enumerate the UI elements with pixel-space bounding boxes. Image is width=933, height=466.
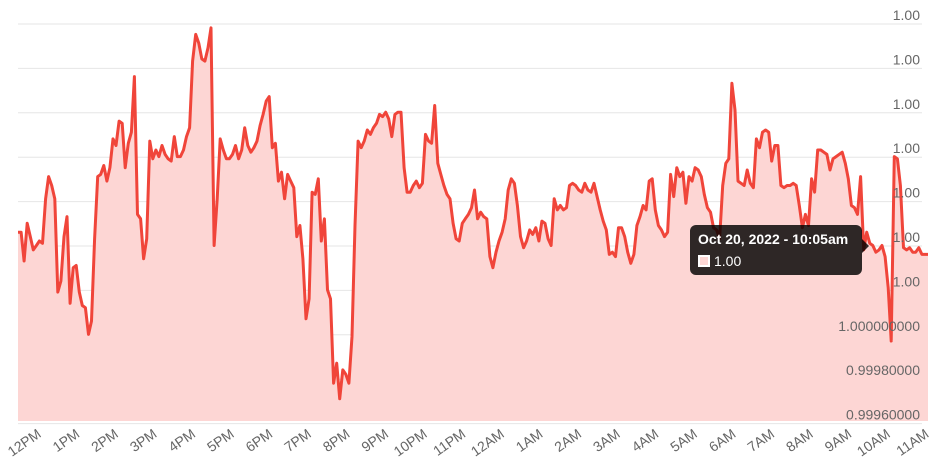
y-tick-label: 1.00 — [893, 185, 920, 201]
x-tick-label: 10PM — [391, 425, 430, 459]
y-tick-label: 1.00 — [893, 140, 920, 156]
x-tick-label: 5AM — [667, 425, 700, 455]
x-tick-label: 7PM — [281, 425, 314, 455]
x-tick-label: 8AM — [783, 425, 816, 455]
x-tick-label: 11PM — [430, 425, 468, 458]
y-tick-label: 1.000000000 — [838, 318, 920, 334]
series-area-fill — [18, 27, 928, 422]
tooltip-swatch — [698, 255, 710, 267]
x-axis-labels: 12PM 1PM 2PM 3PM 4PM 5PM 6PM 7PM 8PM 9PM 10PM 11PM 1… — [5, 425, 932, 459]
y-tick-label: 1.00 — [893, 96, 920, 112]
x-tick-label: 1PM — [50, 425, 83, 455]
x-tick-label: 11AM — [893, 425, 931, 458]
y-tick-label: 0.99980000 — [846, 362, 920, 378]
x-tick-label: 12AM — [468, 425, 507, 459]
x-tick-label: 5PM — [204, 425, 237, 455]
x-tick-label: 2PM — [88, 425, 121, 455]
x-tick-label: 7AM — [744, 425, 777, 455]
x-tick-label: 6PM — [243, 425, 276, 455]
y-tick-label: 1.00 — [893, 7, 920, 23]
x-tick-label: 3AM — [590, 425, 623, 455]
x-tick-label: 8PM — [320, 425, 353, 455]
y-tick-label: 1.00 — [893, 273, 920, 289]
chart-tooltip: Oct 20, 2022 - 10:05am 1.00 — [690, 225, 869, 275]
x-tick-label: 10AM — [854, 425, 893, 459]
y-axis-labels: 1.00 1.00 1.00 1.00 1.00 1.00 1.00 1.000000000 0… — [838, 7, 920, 423]
tooltip-value: 1.00 — [714, 253, 742, 269]
x-tick-label: 12PM — [5, 425, 44, 459]
tooltip-row: 1.00 — [698, 253, 854, 269]
x-tick-label: 6AM — [706, 425, 739, 455]
tooltip-title: Oct 20, 2022 - 10:05am — [698, 231, 849, 247]
x-tick-label: 2AM — [551, 425, 584, 455]
y-tick-label: 1.00 — [893, 229, 920, 245]
y-tick-label: 0.99960000 — [846, 407, 920, 423]
y-tick-label: 1.00 — [893, 51, 920, 67]
x-tick-label: 9AM — [822, 425, 855, 455]
x-tick-label: 4AM — [629, 425, 662, 455]
x-tick-label: 3PM — [127, 425, 160, 455]
x-tick-label: 1AM — [513, 425, 546, 455]
series-line[interactable] — [18, 26, 928, 401]
x-tick-label: 4PM — [165, 425, 198, 455]
x-tick-label: 9PM — [358, 425, 391, 455]
